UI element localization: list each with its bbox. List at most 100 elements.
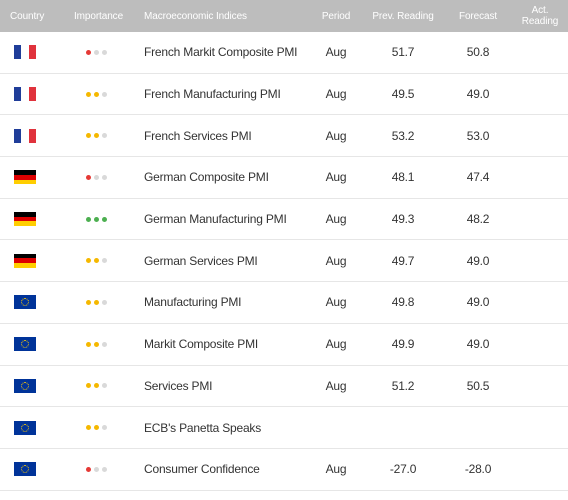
indicator-name: Markit Composite PMI <box>144 337 259 352</box>
importance-dot <box>86 49 91 55</box>
indicator-name: ECB's Panetta Speaks <box>144 420 262 435</box>
importance-cell <box>54 133 144 139</box>
importance-dot <box>94 383 99 389</box>
importance-dot <box>94 299 99 305</box>
importance-dot <box>94 91 99 97</box>
table-body: French Markit Composite PMI Aug 51.7 50.8 Fr… <box>0 32 568 491</box>
period-cell: Aug <box>325 337 347 352</box>
importance-dot <box>102 91 107 97</box>
table-row[interactable]: Services PMI Aug 51.2 50.5 <box>0 366 568 408</box>
period-cell: Aug <box>325 378 347 393</box>
importance-dot <box>86 383 91 389</box>
forecast-cell: 49.0 <box>466 337 490 352</box>
indicator-name: German Manufacturing PMI <box>144 212 287 227</box>
country-cell <box>0 170 54 185</box>
france-flag <box>14 45 36 60</box>
forecast-cell: 49.0 <box>466 253 490 268</box>
eu-flag <box>14 337 36 352</box>
indicator-name: Manufacturing PMI <box>144 295 242 310</box>
prev-reading-cell: 51.2 <box>391 378 415 393</box>
importance-cell <box>54 383 144 389</box>
importance-indicator <box>86 425 144 431</box>
indicator-name: French Services PMI <box>144 128 252 143</box>
table-row[interactable]: Manufacturing PMI Aug 49.8 49.0 <box>0 282 568 324</box>
country-cell <box>0 45 54 60</box>
country-cell <box>0 378 54 393</box>
table-row[interactable]: German Services PMI Aug 49.7 49.0 <box>0 240 568 283</box>
importance-dot <box>102 133 107 139</box>
importance-dot <box>86 466 91 472</box>
country-cell <box>0 87 54 102</box>
prev-reading-cell: 53.2 <box>391 128 415 143</box>
germany-flag <box>14 253 36 268</box>
eu-flag <box>14 295 36 310</box>
importance-dot <box>102 49 107 55</box>
importance-dot <box>86 216 91 222</box>
importance-cell <box>54 91 144 97</box>
table-row[interactable]: German Composite PMI Aug 48.1 47.4 <box>0 157 568 199</box>
importance-cell <box>54 299 144 305</box>
header-importance: Importance <box>74 10 124 22</box>
period-cell: Aug <box>325 128 347 143</box>
germany-flag <box>14 212 36 227</box>
importance-dot <box>94 49 99 55</box>
eu-flag <box>14 378 36 393</box>
period-cell: Aug <box>325 170 347 185</box>
table-row[interactable]: French Manufacturing PMI Aug 49.5 49.0 <box>0 74 568 116</box>
germany-flag <box>14 170 36 185</box>
forecast-cell: 49.0 <box>466 87 490 102</box>
prev-reading-cell: 51.7 <box>391 45 415 60</box>
indicator-name: German Composite PMI <box>144 170 269 185</box>
importance-dot <box>102 383 107 389</box>
table-row[interactable]: French Markit Composite PMI Aug 51.7 50.8 <box>0 32 568 74</box>
forecast-cell: 53.0 <box>466 128 490 143</box>
importance-dot <box>94 174 99 180</box>
header-period: Period <box>321 10 351 22</box>
importance-dot <box>94 341 99 347</box>
importance-cell <box>54 258 144 264</box>
importance-cell <box>54 216 144 222</box>
period-cell: Aug <box>325 253 347 268</box>
indicator-name: German Services PMI <box>144 253 258 268</box>
table-row[interactable]: German Manufacturing PMI Aug 49.3 48.2 <box>0 199 568 241</box>
importance-indicator <box>86 174 144 180</box>
header-forecast: Forecast <box>458 10 498 22</box>
period-cell: Aug <box>325 212 347 227</box>
indicator-name: Services PMI <box>144 378 213 393</box>
france-flag <box>14 87 36 102</box>
period-cell: Aug <box>325 295 347 310</box>
importance-cell <box>54 174 144 180</box>
prev-reading-cell: 49.9 <box>391 337 415 352</box>
indicator-name: French Markit Composite PMI <box>144 45 298 60</box>
importance-dot <box>102 299 107 305</box>
prev-reading-cell: 49.8 <box>391 295 415 310</box>
importance-dot <box>86 174 91 180</box>
importance-indicator <box>86 258 144 264</box>
header-act-reading: Act. Reading <box>521 5 559 27</box>
table-row[interactable]: ECB's Panetta Speaks <box>0 407 568 449</box>
country-cell <box>0 462 54 477</box>
importance-dot <box>86 299 91 305</box>
country-cell <box>0 295 54 310</box>
importance-dot <box>86 91 91 97</box>
importance-dot <box>86 341 91 347</box>
importance-indicator <box>86 133 144 139</box>
importance-dot <box>86 258 91 264</box>
table-row[interactable]: French Services PMI Aug 53.2 53.0 <box>0 115 568 158</box>
importance-cell <box>54 466 144 472</box>
header-country: Country <box>10 10 45 22</box>
importance-dot <box>94 425 99 431</box>
table-row[interactable]: Markit Composite PMI Aug 49.9 49.0 <box>0 324 568 366</box>
importance-indicator <box>86 299 144 305</box>
prev-reading-cell: 48.1 <box>391 170 415 185</box>
country-cell <box>0 420 54 435</box>
importance-dot <box>94 133 99 139</box>
country-cell <box>0 337 54 352</box>
table-row[interactable]: Consumer Confidence Aug -27.0 -28.0 <box>0 449 568 491</box>
prev-reading-cell: 49.3 <box>391 212 415 227</box>
forecast-cell: 47.4 <box>466 170 490 185</box>
importance-dot <box>102 258 107 264</box>
table-header: Country Importance Macroeconomic Indices… <box>0 0 568 32</box>
period-cell: Aug <box>325 45 347 60</box>
